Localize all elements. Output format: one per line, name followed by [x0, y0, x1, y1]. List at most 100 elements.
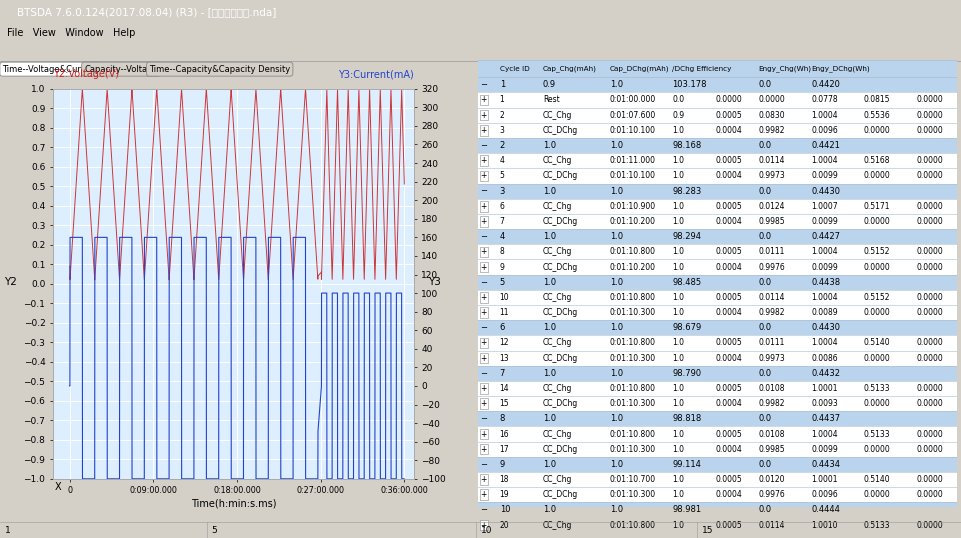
Text: 1.0: 1.0	[672, 293, 683, 302]
Text: 0.0005: 0.0005	[715, 384, 741, 393]
Text: 0:01:10.300: 0:01:10.300	[609, 353, 655, 363]
Text: 0:01:10.100: 0:01:10.100	[609, 126, 655, 135]
Text: 0.9: 0.9	[542, 80, 555, 89]
Text: 1.0: 1.0	[609, 141, 623, 150]
Text: 1.0: 1.0	[609, 187, 623, 196]
Bar	[478, 60, 956, 77]
Text: 1.0004: 1.0004	[810, 429, 837, 438]
Text: 0.4434: 0.4434	[810, 460, 839, 469]
Text: Capacity--Voltage: Capacity--Voltage	[84, 65, 158, 74]
Text: 20: 20	[499, 521, 508, 529]
Text: 0:01:00.000: 0:01:00.000	[609, 96, 655, 104]
Text: −: −	[480, 80, 487, 89]
Text: 0.0000: 0.0000	[916, 445, 942, 454]
Text: 1.0004: 1.0004	[810, 338, 837, 348]
Text: Y3:Current(mA): Y3:Current(mA)	[337, 69, 413, 79]
Text: 0:01:10.200: 0:01:10.200	[609, 217, 655, 226]
Text: CC_DChg: CC_DChg	[542, 172, 578, 180]
Text: 0.0086: 0.0086	[810, 353, 837, 363]
Text: Cap_Chg(mAh): Cap_Chg(mAh)	[542, 65, 596, 72]
Text: 0:01:10.800: 0:01:10.800	[609, 247, 655, 256]
Text: 0.5133: 0.5133	[863, 429, 890, 438]
Text: 0.4427: 0.4427	[810, 232, 839, 241]
Text: 1.0: 1.0	[672, 521, 683, 529]
Text: CC_DChg: CC_DChg	[542, 353, 578, 363]
Text: 1.0: 1.0	[609, 232, 623, 241]
Text: 1.0: 1.0	[672, 338, 683, 348]
Text: −: −	[480, 232, 487, 241]
Text: 3: 3	[499, 126, 504, 135]
Text: 1.0: 1.0	[542, 369, 555, 378]
Text: 5: 5	[499, 172, 504, 180]
Text: +: +	[480, 111, 486, 119]
Text: Y2: Y2	[4, 278, 17, 287]
Text: +: +	[480, 202, 486, 211]
Text: 0.0815: 0.0815	[863, 96, 889, 104]
Text: 1.0: 1.0	[609, 323, 623, 332]
Text: 98.981: 98.981	[672, 505, 701, 514]
Bar	[478, 472, 956, 487]
Text: 0:01:10.800: 0:01:10.800	[609, 521, 655, 529]
Text: 0.9976: 0.9976	[757, 490, 784, 499]
Text: 0.0000: 0.0000	[916, 96, 942, 104]
Text: +: +	[480, 172, 486, 180]
Text: 1: 1	[499, 80, 505, 89]
Text: CC_DChg: CC_DChg	[542, 445, 578, 454]
Text: 1.0: 1.0	[672, 490, 683, 499]
Text: 0.0099: 0.0099	[810, 445, 837, 454]
Text: Engy_Chg(Wh): Engy_Chg(Wh)	[757, 65, 810, 72]
Text: 0.0000: 0.0000	[916, 475, 942, 484]
Bar	[478, 93, 956, 108]
Text: 1.0: 1.0	[609, 414, 623, 423]
Text: 0.9976: 0.9976	[757, 263, 784, 272]
Text: CC_DChg: CC_DChg	[542, 490, 578, 499]
Text: 0.5140: 0.5140	[863, 338, 890, 348]
Text: 3: 3	[499, 187, 505, 196]
Text: 0.4438: 0.4438	[810, 278, 839, 287]
Bar	[478, 381, 956, 396]
Text: 0.5140: 0.5140	[863, 475, 890, 484]
Text: CC_DChg: CC_DChg	[542, 217, 578, 226]
Text: 0.5133: 0.5133	[863, 384, 890, 393]
Text: +: +	[480, 293, 486, 302]
Text: 0.0: 0.0	[757, 141, 771, 150]
Text: 0.0004: 0.0004	[715, 263, 741, 272]
Text: 0.0108: 0.0108	[757, 429, 784, 438]
Text: 1.0: 1.0	[672, 475, 683, 484]
Text: 0:01:10.800: 0:01:10.800	[609, 429, 655, 438]
Text: 0.0093: 0.0093	[810, 399, 837, 408]
Text: 7: 7	[499, 369, 505, 378]
Bar	[478, 123, 956, 138]
Text: CC_Chg: CC_Chg	[542, 475, 572, 484]
Text: 4: 4	[499, 232, 505, 241]
Text: Time--Capacity&Capacity Density: Time--Capacity&Capacity Density	[149, 65, 290, 74]
Text: 1.0: 1.0	[672, 353, 683, 363]
Text: 0.0004: 0.0004	[715, 445, 741, 454]
Text: 0.9982: 0.9982	[757, 126, 784, 135]
Text: 0.0005: 0.0005	[715, 156, 741, 165]
Text: CC_Chg: CC_Chg	[542, 338, 572, 348]
Text: 0.9985: 0.9985	[757, 217, 784, 226]
Text: 0.0000: 0.0000	[916, 202, 942, 211]
Text: 0.0: 0.0	[757, 505, 771, 514]
Text: 0:01:10.200: 0:01:10.200	[609, 263, 655, 272]
Text: 0:01:10.300: 0:01:10.300	[609, 490, 655, 499]
Text: 1.0: 1.0	[542, 460, 555, 469]
Text: +: +	[480, 399, 486, 408]
Text: 0.0000: 0.0000	[863, 445, 890, 454]
Bar	[478, 487, 956, 502]
Text: 1.0010: 1.0010	[810, 521, 837, 529]
Text: 0.0000: 0.0000	[863, 353, 890, 363]
Text: 14: 14	[499, 384, 508, 393]
Bar	[478, 199, 956, 214]
Text: 0.0005: 0.0005	[715, 202, 741, 211]
Bar	[478, 411, 956, 427]
Text: +: +	[480, 263, 486, 272]
Text: 0.4437: 0.4437	[810, 414, 839, 423]
Text: −: −	[480, 278, 487, 287]
Text: 15: 15	[702, 526, 713, 535]
Bar	[478, 366, 956, 381]
Text: 1.0: 1.0	[542, 232, 555, 241]
Text: 1.0: 1.0	[672, 429, 683, 438]
Text: 0.0000: 0.0000	[916, 521, 942, 529]
